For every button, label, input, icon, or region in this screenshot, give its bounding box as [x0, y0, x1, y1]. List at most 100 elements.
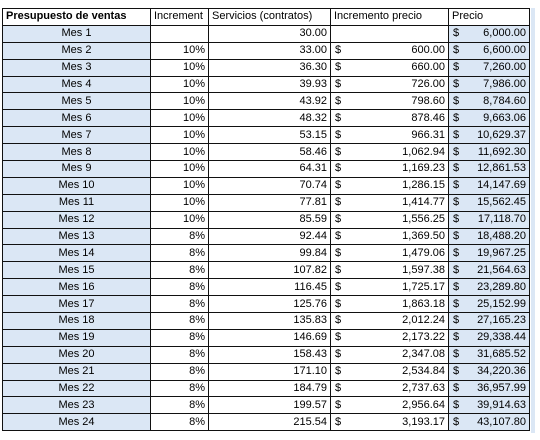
month-label-cell[interactable]: Mes 19: [2, 328, 151, 347]
increment-percent-cell[interactable]: 10%: [150, 176, 209, 195]
price-increment-cell[interactable]: $1,062.94: [330, 143, 449, 162]
month-label-cell[interactable]: Mes 16: [2, 278, 151, 297]
price-increment-cell[interactable]: $1,556.25: [330, 210, 449, 229]
month-label-cell[interactable]: Mes 11: [2, 193, 151, 212]
services-contracts-cell[interactable]: 30.00: [208, 24, 331, 43]
month-label-cell[interactable]: Mes 7: [2, 126, 151, 145]
month-label-cell[interactable]: Mes 17: [2, 295, 151, 314]
month-label-cell[interactable]: Mes 20: [2, 345, 151, 364]
month-label-cell[interactable]: Mes 8: [2, 143, 151, 162]
price-cell[interactable]: $9,663.06: [448, 109, 530, 128]
increment-percent-cell[interactable]: 8%: [150, 244, 209, 263]
services-contracts-cell[interactable]: 99.84: [208, 244, 331, 263]
price-increment-cell[interactable]: $878.46: [330, 109, 449, 128]
services-contracts-cell[interactable]: 215.54: [208, 413, 331, 432]
price-increment-cell[interactable]: $600.00: [330, 41, 449, 60]
price-increment-cell[interactable]: $1,169.23: [330, 160, 449, 178]
price-cell[interactable]: $17,118.70: [448, 210, 530, 229]
services-contracts-cell[interactable]: 39.93: [208, 75, 331, 94]
price-increment-cell[interactable]: $3,193.17: [330, 413, 449, 432]
services-contracts-cell[interactable]: 107.82: [208, 261, 331, 280]
price-cell[interactable]: $23,289.80: [448, 278, 530, 297]
services-contracts-cell[interactable]: 53.15: [208, 126, 331, 145]
increment-percent-cell[interactable]: 10%: [150, 58, 209, 77]
price-increment-cell[interactable]: $1,597.38: [330, 261, 449, 280]
increment-percent-cell[interactable]: 8%: [150, 413, 209, 432]
price-cell[interactable]: $15,562.45: [448, 193, 530, 212]
price-cell[interactable]: $11,692.30: [448, 143, 530, 162]
services-contracts-cell[interactable]: 58.46: [208, 143, 331, 162]
price-cell[interactable]: $21,564.63: [448, 261, 530, 280]
price-cell[interactable]: $34,220.36: [448, 362, 530, 381]
price-cell[interactable]: $39,914.63: [448, 396, 530, 415]
month-label-cell[interactable]: Mes 9: [2, 160, 151, 178]
price-increment-cell[interactable]: $726.00: [330, 75, 449, 94]
price-cell[interactable]: $7,986.00: [448, 75, 530, 94]
month-label-cell[interactable]: Mes 14: [2, 244, 151, 263]
services-contracts-cell[interactable]: 116.45: [208, 278, 331, 297]
services-contracts-cell[interactable]: 125.76: [208, 295, 331, 314]
month-label-cell[interactable]: Mes 6: [2, 109, 151, 128]
month-label-cell[interactable]: Mes 12: [2, 210, 151, 229]
price-increment-cell[interactable]: $1,286.15: [330, 176, 449, 195]
price-cell[interactable]: $29,338.44: [448, 328, 530, 347]
increment-percent-cell[interactable]: 8%: [150, 396, 209, 415]
increment-percent-cell[interactable]: 8%: [150, 362, 209, 381]
services-contracts-cell[interactable]: 92.44: [208, 227, 331, 246]
month-label-cell[interactable]: Mes 22: [2, 379, 151, 398]
services-contracts-cell[interactable]: 171.10: [208, 362, 331, 381]
price-cell[interactable]: $25,152.99: [448, 295, 530, 314]
increment-percent-cell[interactable]: 8%: [150, 278, 209, 297]
header-cell[interactable]: Increment: [150, 8, 209, 26]
price-increment-cell[interactable]: $2,956.64: [330, 396, 449, 415]
month-label-cell[interactable]: Mes 18: [2, 312, 151, 330]
increment-percent-cell[interactable]: 8%: [150, 295, 209, 314]
increment-percent-cell[interactable]: 10%: [150, 193, 209, 212]
increment-percent-cell[interactable]: 10%: [150, 143, 209, 162]
services-contracts-cell[interactable]: 146.69: [208, 328, 331, 347]
price-cell[interactable]: $10,629.37: [448, 126, 530, 145]
month-label-cell[interactable]: Mes 21: [2, 362, 151, 381]
month-label-cell[interactable]: Mes 5: [2, 92, 151, 111]
price-cell[interactable]: $8,784.60: [448, 92, 530, 111]
services-contracts-cell[interactable]: 184.79: [208, 379, 331, 398]
increment-percent-cell[interactable]: [150, 24, 209, 43]
price-increment-cell[interactable]: $1,414.77: [330, 193, 449, 212]
increment-percent-cell[interactable]: 8%: [150, 345, 209, 364]
price-cell[interactable]: $18,488.20: [448, 227, 530, 246]
price-increment-cell[interactable]: $1,369.50: [330, 227, 449, 246]
increment-percent-cell[interactable]: 8%: [150, 379, 209, 398]
price-increment-cell[interactable]: $2,534.84: [330, 362, 449, 381]
price-cell[interactable]: $43,107.80: [448, 413, 530, 432]
price-increment-cell[interactable]: $2,012.24: [330, 312, 449, 330]
price-cell[interactable]: $6,600.00: [448, 41, 530, 60]
services-contracts-cell[interactable]: 199.57: [208, 396, 331, 415]
increment-percent-cell[interactable]: 8%: [150, 227, 209, 246]
price-cell[interactable]: $27,165.23: [448, 312, 530, 330]
increment-percent-cell[interactable]: 10%: [150, 41, 209, 60]
price-increment-cell[interactable]: $2,737.63: [330, 379, 449, 398]
services-contracts-cell[interactable]: 36.30: [208, 58, 331, 77]
header-cell[interactable]: Servicios (contratos): [208, 8, 331, 26]
increment-percent-cell[interactable]: 10%: [150, 109, 209, 128]
price-cell[interactable]: $19,967.25: [448, 244, 530, 263]
price-cell[interactable]: $7,260.00: [448, 58, 530, 77]
month-label-cell[interactable]: Mes 24: [2, 413, 151, 432]
services-contracts-cell[interactable]: 48.32: [208, 109, 331, 128]
month-label-cell[interactable]: Mes 10: [2, 176, 151, 195]
price-increment-cell[interactable]: $1,863.18: [330, 295, 449, 314]
price-increment-cell[interactable]: $660.00: [330, 58, 449, 77]
services-contracts-cell[interactable]: 77.81: [208, 193, 331, 212]
price-increment-cell[interactable]: $2,173.22: [330, 328, 449, 347]
month-label-cell[interactable]: Mes 23: [2, 396, 151, 415]
price-increment-cell[interactable]: [330, 24, 449, 43]
services-contracts-cell[interactable]: 70.74: [208, 176, 331, 195]
price-increment-cell[interactable]: $2,347.08: [330, 345, 449, 364]
month-label-cell[interactable]: Mes 15: [2, 261, 151, 280]
price-cell[interactable]: $36,957.99: [448, 379, 530, 398]
services-contracts-cell[interactable]: 33.00: [208, 41, 331, 60]
price-cell[interactable]: $12,861.53: [448, 160, 530, 178]
increment-percent-cell[interactable]: 10%: [150, 160, 209, 178]
services-contracts-cell[interactable]: 135.83: [208, 312, 331, 330]
month-label-cell[interactable]: Mes 13: [2, 227, 151, 246]
